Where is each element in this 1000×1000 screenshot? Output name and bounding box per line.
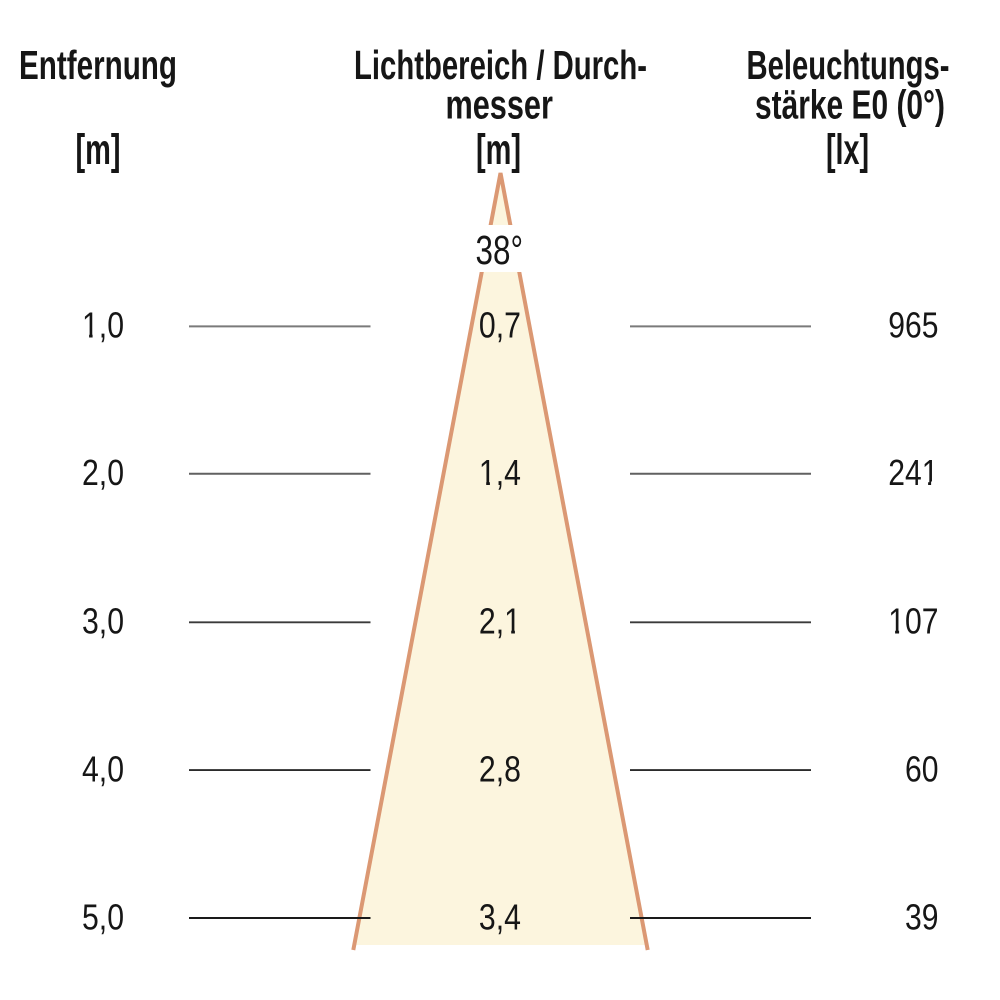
- svg-text:1,0: 1,0: [82, 305, 124, 346]
- svg-text:39: 39: [905, 896, 939, 937]
- svg-text:[lx]: [lx]: [826, 126, 869, 174]
- svg-text:241: 241: [888, 452, 938, 493]
- svg-text:2,0: 2,0: [82, 452, 124, 493]
- svg-text:4,0: 4,0: [82, 748, 124, 789]
- svg-text:0,7: 0,7: [479, 305, 521, 346]
- svg-text:messer: messer: [445, 81, 553, 127]
- svg-text:2,1: 2,1: [479, 601, 521, 642]
- svg-text:Lichtbereich / Durch-: Lichtbereich / Durch-: [354, 42, 647, 88]
- svg-text:stärke E0 (0°): stärke E0 (0°): [755, 81, 945, 127]
- svg-text:1,4: 1,4: [479, 452, 521, 493]
- svg-text:5,0: 5,0: [82, 896, 124, 937]
- svg-text:2,8: 2,8: [479, 748, 521, 789]
- svg-text:[m]: [m]: [476, 126, 521, 174]
- svg-text:Beleuchtungs-: Beleuchtungs-: [747, 42, 950, 88]
- svg-text:[m]: [m]: [76, 126, 121, 174]
- svg-text:3,0: 3,0: [82, 601, 124, 642]
- svg-text:Entfernung: Entfernung: [19, 42, 177, 88]
- svg-text:965: 965: [888, 305, 938, 346]
- svg-text:3,4: 3,4: [479, 896, 521, 937]
- svg-text:38°: 38°: [476, 227, 524, 273]
- svg-text:107: 107: [888, 601, 938, 642]
- svg-text:60: 60: [905, 748, 939, 789]
